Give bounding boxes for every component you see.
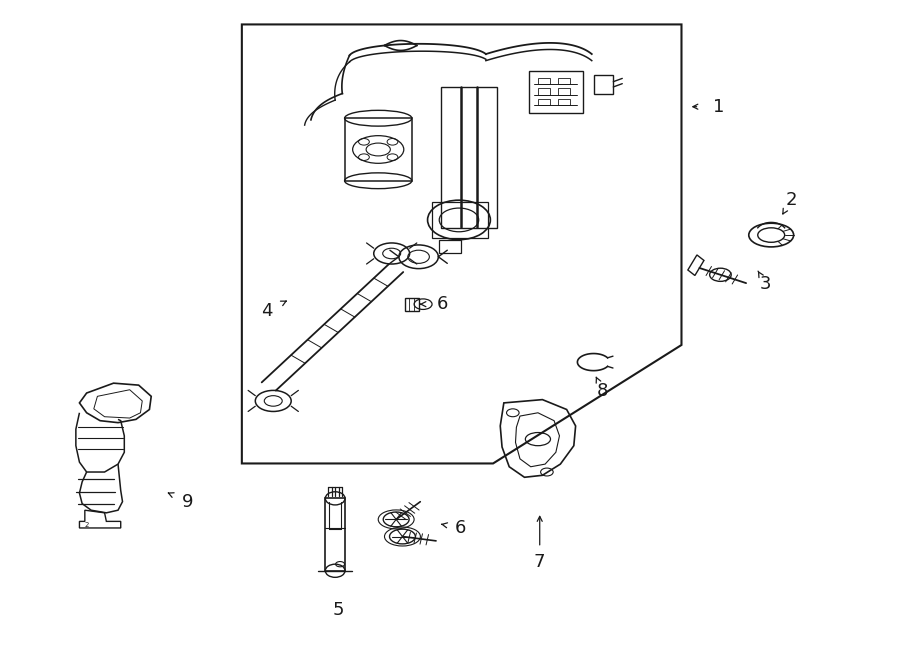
- Text: 4: 4: [261, 302, 273, 320]
- Text: 6: 6: [437, 295, 448, 313]
- Text: 8: 8: [597, 382, 608, 400]
- Text: 3: 3: [760, 276, 771, 293]
- Text: 6: 6: [455, 519, 466, 537]
- Text: 9: 9: [183, 492, 194, 511]
- Text: 2: 2: [785, 191, 796, 209]
- Text: 1: 1: [714, 98, 724, 116]
- Text: 7: 7: [534, 553, 545, 571]
- Text: 2: 2: [85, 522, 89, 527]
- Text: 5: 5: [332, 602, 344, 619]
